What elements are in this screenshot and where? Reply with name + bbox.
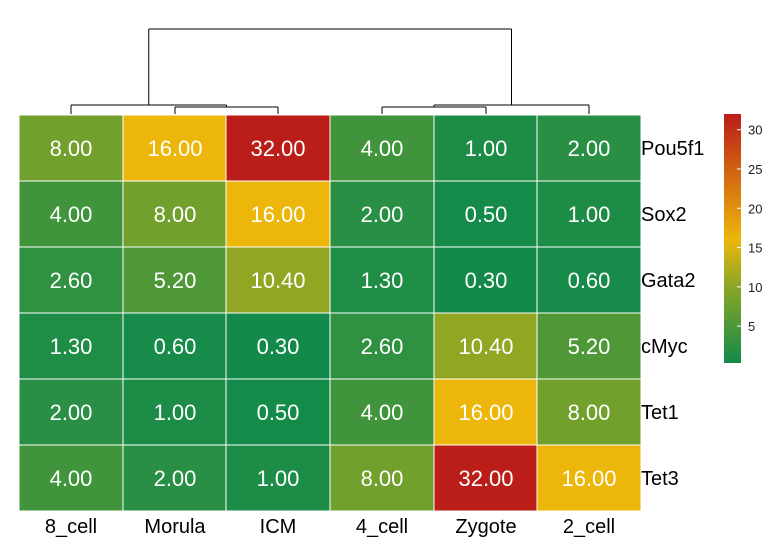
heatmap-cell	[433, 180, 539, 248]
cell-value-label: 4.00	[361, 400, 404, 425]
heatmap-cell	[225, 444, 331, 512]
heatmap-cell	[536, 246, 642, 314]
heatmap-cell	[225, 246, 331, 314]
heatmap-cell	[122, 444, 228, 512]
heatmap-cell	[536, 378, 642, 446]
cell-value-label: 8.00	[154, 202, 197, 227]
column-label: 8_cell	[45, 516, 97, 538]
heatmap-cell	[329, 114, 435, 182]
cell-value-label: 0.60	[154, 334, 197, 359]
row-labels: Pou5f1 Sox2 Gata2 cMyc Tet1 Tet3	[641, 138, 704, 490]
heatmap-cell	[433, 246, 539, 314]
colorbar-legend: 5 10 15 20 25 30	[724, 114, 762, 363]
cell-value-label: 0.30	[465, 268, 508, 293]
cell-value-label: 2.00	[568, 136, 611, 161]
heatmap-cell	[536, 312, 642, 380]
cell-value-label: 1.00	[568, 202, 611, 227]
cell-value-label: 8.00	[361, 466, 404, 491]
heatmap-cell	[329, 180, 435, 248]
heatmap-cell	[225, 114, 331, 182]
cell-value-label: 8.00	[568, 400, 611, 425]
heatmap-cell	[225, 378, 331, 446]
cell-value-label: 0.30	[257, 334, 300, 359]
heatmap-cell	[329, 378, 435, 446]
cell-value-label: 32.00	[250, 136, 305, 161]
heatmap-cell	[433, 312, 539, 380]
heatmap-cells: 8.00 16.00 32.00 4.00 1.00 2.00 4.00 8.00 16.00 2…	[18, 114, 642, 512]
heatmap-cell	[225, 180, 331, 248]
cell-value-label: 8.00	[50, 136, 93, 161]
cell-value-label: 32.00	[458, 466, 513, 491]
heatmap-cell	[18, 180, 124, 248]
cell-value-label: 2.00	[154, 466, 197, 491]
row-label: Gata2	[641, 270, 695, 292]
cell-value-label: 10.40	[458, 334, 513, 359]
cell-value-label: 1.00	[257, 466, 300, 491]
cell-value-label: 16.00	[458, 400, 513, 425]
column-label: ICM	[260, 516, 297, 538]
cell-value-label: 2.60	[50, 268, 93, 293]
column-labels: 8_cell Morula ICM 4_cell Zygote 2_cell	[45, 516, 615, 538]
cell-value-label: 0.50	[257, 400, 300, 425]
heatmap-cell	[18, 312, 124, 380]
cell-value-label: 1.30	[50, 334, 93, 359]
column-label: 2_cell	[563, 516, 615, 538]
cell-value-label: 1.00	[154, 400, 197, 425]
column-label: Zygote	[455, 516, 516, 538]
cell-value-label: 4.00	[50, 466, 93, 491]
heatmap-cell	[18, 114, 124, 182]
row-label: cMyc	[641, 336, 688, 358]
cell-value-label: 5.20	[154, 268, 197, 293]
colorbar-tick-label: 30	[748, 123, 762, 138]
cell-value-label: 16.00	[147, 136, 202, 161]
heatmap-cell	[18, 246, 124, 314]
cell-value-label: 2.60	[361, 334, 404, 359]
heatmap-cell	[225, 312, 331, 380]
column-dendrogram	[70, 28, 590, 114]
cell-value-label: 2.00	[361, 202, 404, 227]
colorbar-tick-label: 5	[748, 319, 755, 334]
heatmap-cell	[536, 444, 642, 512]
heatmap-cell	[536, 180, 642, 248]
cell-value-label: 4.00	[50, 202, 93, 227]
cell-value-label: 16.00	[561, 466, 616, 491]
cell-value-label: 10.40	[250, 268, 305, 293]
colorbar-tick-label: 15	[748, 241, 762, 256]
row-label: Pou5f1	[641, 138, 704, 160]
cell-value-label: 1.30	[361, 268, 404, 293]
row-label: Sox2	[641, 204, 687, 226]
cell-value-label: 1.00	[465, 136, 508, 161]
column-label: Morula	[144, 516, 206, 538]
heatmap-cell	[122, 312, 228, 380]
colorbar-gradient	[724, 114, 741, 363]
row-label: Tet3	[641, 468, 679, 490]
column-label: 4_cell	[356, 516, 408, 538]
colorbar-tick-label: 10	[748, 280, 762, 295]
cell-value-label: 16.00	[250, 202, 305, 227]
cell-value-label: 2.00	[50, 400, 93, 425]
cell-value-label: 4.00	[361, 136, 404, 161]
cell-value-label: 0.60	[568, 268, 611, 293]
heatmap-cell	[433, 444, 539, 512]
colorbar-tick-label: 20	[748, 201, 762, 216]
row-label: Tet1	[641, 402, 679, 424]
heatmap-cell	[122, 180, 228, 248]
colorbar-tick-label: 25	[748, 162, 762, 177]
heatmap-cell	[122, 246, 228, 314]
cell-value-label: 5.20	[568, 334, 611, 359]
cell-value-label: 0.50	[465, 202, 508, 227]
